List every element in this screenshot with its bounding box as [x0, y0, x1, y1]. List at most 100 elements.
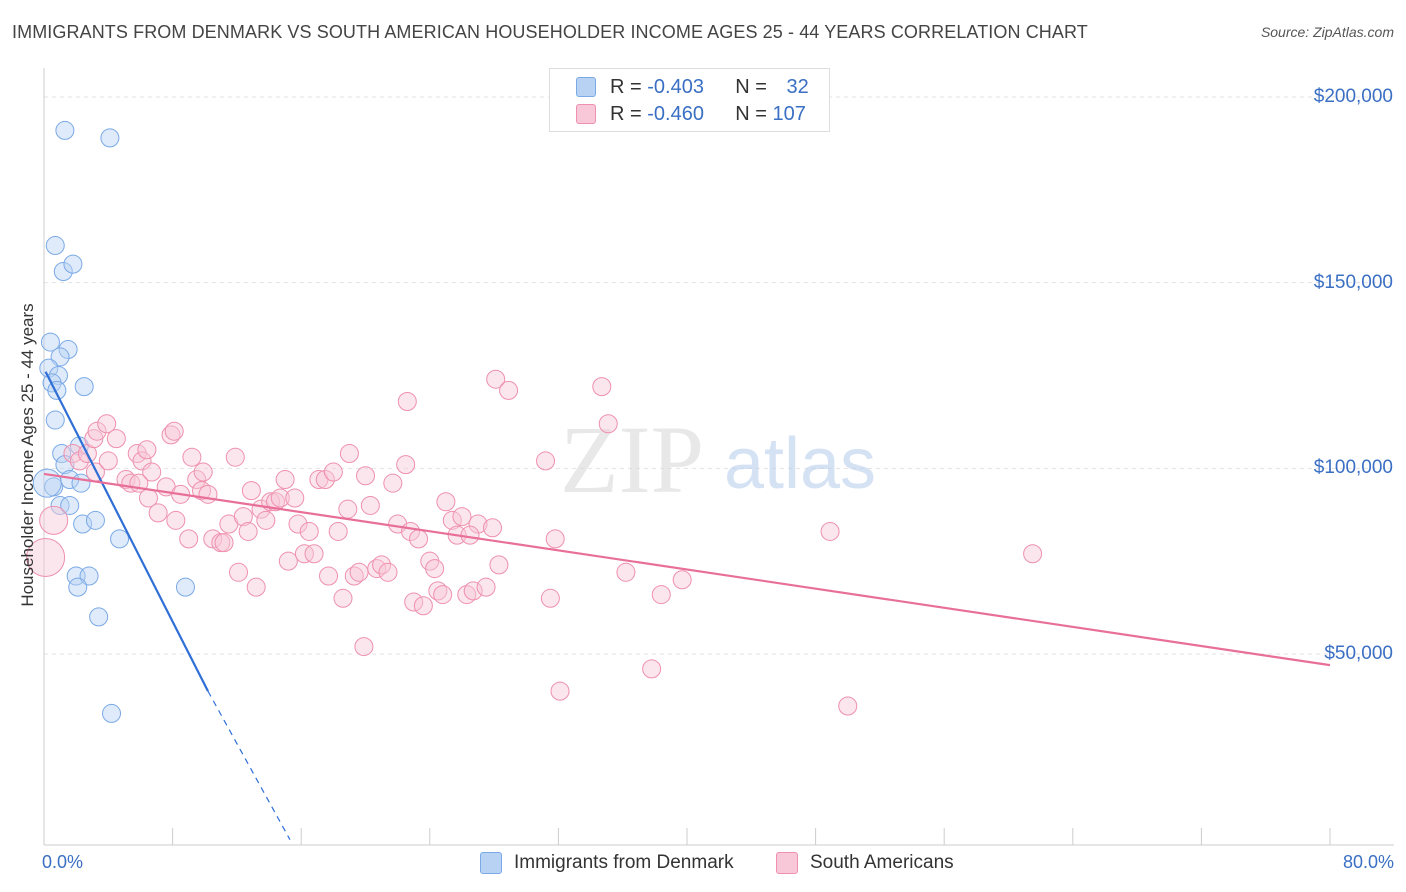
south-americans-point-10 [98, 451, 118, 471]
legend-r-value: -0.403 [647, 75, 704, 98]
legend-label-south-americans: South Americans [810, 852, 954, 873]
south-americans-point-46 [288, 514, 308, 534]
south-americans-point-59 [356, 466, 375, 486]
south-americans-point-82 [476, 577, 496, 597]
legend-n-value: 107 [772, 102, 806, 125]
south-americans-point-75 [436, 492, 456, 512]
south-americans-point-63 [378, 562, 398, 582]
south-americans-point-98 [672, 570, 692, 590]
chart-title: IMMIGRANTS FROM DENMARK VS SOUTH AMERICA… [12, 22, 1088, 42]
south-americans-point-48 [299, 521, 319, 541]
legend-swatch-denmark [480, 852, 502, 874]
denmark-point-23 [85, 510, 105, 530]
south-americans-point-3 [69, 451, 89, 471]
south-americans-point-74 [433, 585, 453, 605]
denmark-point-21 [60, 495, 80, 515]
south-americans-point-24 [179, 529, 199, 549]
south-americans-point-104 [241, 481, 261, 501]
south-americans-point-64 [383, 473, 403, 493]
denmark-point-6 [58, 340, 78, 360]
south-americans-point-102 [460, 525, 480, 545]
south-americans-point-15 [137, 440, 157, 460]
south-americans-point-27 [192, 481, 212, 501]
south-americans-point-52 [319, 566, 339, 586]
south-americans-point-54 [328, 521, 348, 541]
south-americans-point-58 [349, 562, 369, 582]
trend-lines [43, 371, 1331, 840]
denmark-point-14 [52, 443, 72, 463]
south-americans-point-62 [372, 555, 392, 575]
south-americans-point-95 [616, 562, 636, 582]
south-americans-point-76 [442, 510, 462, 530]
denmark-point-1 [100, 128, 120, 148]
data-points [26, 120, 1043, 723]
denmark-point-5 [40, 332, 60, 352]
south-americans-point-51 [315, 469, 335, 489]
denmark-point-29 [89, 607, 109, 627]
denmark-point-22 [73, 514, 93, 534]
denmark-point-27 [68, 577, 88, 597]
south-americans-point-42 [270, 488, 290, 508]
y-tick-label-3: $200,000 [1313, 86, 1393, 107]
x-tick-label-min: 0.0% [42, 852, 84, 872]
south-americans-point-80 [463, 581, 483, 601]
south-americans-point-79 [457, 585, 477, 605]
south-americans-point-96 [642, 659, 662, 679]
y-tick-label-2: $150,000 [1313, 271, 1393, 293]
south-americans-point-14 [132, 451, 152, 471]
south-americans-point-84 [489, 555, 509, 575]
denmark-point-3 [53, 262, 73, 282]
south-americans-point-21 [164, 421, 184, 441]
y-tick-label-1: $100,000 [1313, 457, 1393, 479]
south-americans-point-22 [166, 510, 186, 530]
south-americans-point-93 [592, 377, 612, 397]
south-americans-point-7 [97, 414, 117, 434]
south-americans-point-16 [142, 462, 162, 482]
south-americans-point-44 [278, 551, 298, 571]
south-americans-point-35 [233, 507, 253, 527]
legend-r-value: -0.460 [647, 102, 704, 125]
south-americans-point-88 [499, 380, 519, 400]
denmark-point-16 [55, 455, 75, 475]
south-americans-point-60 [360, 495, 380, 515]
south-americans-point-45 [285, 488, 305, 508]
south-americans-point-90 [540, 588, 560, 608]
south-americans-point-37 [246, 577, 266, 597]
legend-swatch-denmark [576, 77, 596, 97]
legend-n-label: N = [735, 102, 773, 125]
south-americans-point-87 [486, 369, 506, 389]
south-americans-point-1 [39, 505, 69, 535]
south-americans-point-18 [148, 503, 168, 523]
south-americans-point-31 [214, 533, 234, 553]
south-americans-point-78 [452, 507, 472, 527]
south-americans-point-53 [323, 462, 343, 482]
denmark-point-0 [55, 120, 75, 140]
denmark-point-4 [63, 254, 83, 274]
denmark-point-28 [175, 577, 195, 597]
south-americans-point-20 [161, 425, 181, 445]
south-americans-point-9 [106, 429, 126, 449]
legend-item-denmark[interactable]: Immigrants from Denmark [480, 852, 734, 874]
legend-r-label: R = [610, 75, 648, 98]
legend-r-label: R = [610, 102, 648, 125]
south-americans-point-36 [238, 521, 258, 541]
south-americans-point-91 [545, 529, 565, 549]
south-americans-point-68 [404, 592, 424, 612]
legend-n-value: 32 [786, 75, 809, 98]
south-americans-point-92 [550, 681, 570, 701]
south-americans-point-34 [229, 562, 249, 582]
south-americans-point-6 [87, 421, 107, 441]
south-americans-point-25 [182, 447, 202, 467]
legend-swatch-south-americans [776, 852, 798, 874]
legend-item-south-americans[interactable]: South Americans [776, 852, 954, 874]
south-americans-point-86 [397, 391, 417, 411]
south-americans-point-69 [409, 529, 429, 549]
south-americans-point-2 [63, 443, 83, 463]
south-americans-point-70 [413, 596, 433, 616]
y-tick-label-0: $50,000 [1324, 643, 1393, 664]
source-label: Source: ZipAtlas.com [1260, 24, 1394, 40]
south-americans-point-26 [187, 469, 207, 489]
south-americans-point-43 [275, 469, 295, 489]
legend-row-denmark: R = -0.403 N = 32 [550, 74, 809, 100]
